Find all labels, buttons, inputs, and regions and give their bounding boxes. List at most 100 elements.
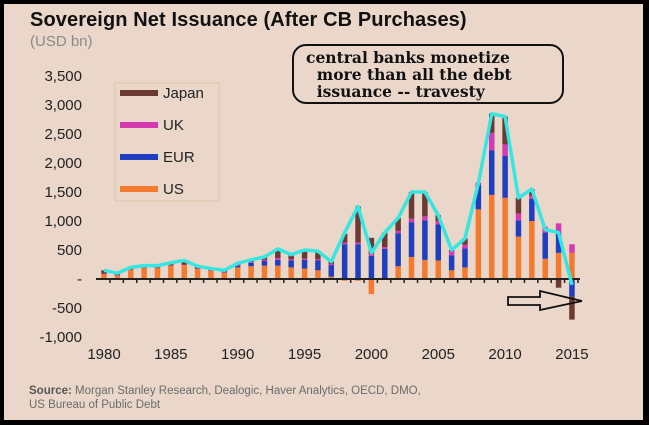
bar-japan-1998 xyxy=(341,233,348,243)
bar-japan-2004 xyxy=(422,192,428,217)
bar-uk-1988 xyxy=(208,270,214,271)
bar-us-1992 xyxy=(261,265,268,279)
bar-uk-1989 xyxy=(221,272,228,273)
callout-line-2: more than all the debt xyxy=(306,65,512,84)
bar-us-2005 xyxy=(435,260,441,279)
bar-us-1996 xyxy=(315,270,321,279)
x-tick-label: 1990 xyxy=(221,346,254,363)
bar-uk-2010 xyxy=(502,144,508,157)
bar-uk-2005 xyxy=(435,221,441,225)
bar-us-1988 xyxy=(208,270,214,279)
bar-us-1982 xyxy=(127,269,134,279)
bar-us-1981 xyxy=(114,275,121,279)
bar-uk-1984 xyxy=(154,267,161,269)
bar-eur-2011 xyxy=(515,220,522,237)
bar-eur-2009 xyxy=(488,150,495,195)
legend-swatch-japan xyxy=(120,90,158,96)
bar-uk-1986 xyxy=(181,264,187,266)
bar-japan-2001 xyxy=(382,232,388,248)
bar-uk-1994 xyxy=(288,259,294,261)
total-line-path xyxy=(103,111,574,286)
bar-japan-1994 xyxy=(288,254,294,260)
bar-japan-1995 xyxy=(301,250,308,259)
bar-japan-2015 xyxy=(569,296,575,320)
bar-eur-2010 xyxy=(502,156,508,198)
callout-line-1: central banks monetize xyxy=(306,48,510,67)
y-tick-label: - xyxy=(77,271,82,288)
y-tick-label: -1,000 xyxy=(39,329,82,346)
bar-uk-2004 xyxy=(422,216,428,221)
bar-us-2011 xyxy=(515,236,522,279)
bar-uk-2012 xyxy=(529,195,535,199)
bar-uk-2011 xyxy=(515,213,522,221)
x-tick-label: 1985 xyxy=(154,346,187,363)
bar-uk-1999 xyxy=(355,242,361,245)
bar-eur-1994 xyxy=(288,260,294,268)
bar-uk-1981 xyxy=(114,275,121,276)
bar-eur-2003 xyxy=(408,222,415,257)
arrow-icon xyxy=(507,289,583,312)
bar-japan-2000 xyxy=(368,237,375,255)
bar-uk-1987 xyxy=(194,268,201,270)
bar-us-2013 xyxy=(542,258,548,279)
bar-uk-2006 xyxy=(448,251,455,256)
bar-us-1985 xyxy=(168,265,174,279)
bar-japan-1999 xyxy=(355,206,361,243)
bar-us-1997 xyxy=(328,276,335,279)
bar-eur-2001 xyxy=(382,248,388,279)
x-tick-labels: 1980 1985 1990 1995 2000 2005 2010 2015 xyxy=(87,346,588,363)
bar-japan-2003 xyxy=(408,192,415,219)
source-text-2: US Bureau of Public Debt xyxy=(29,399,161,411)
bar-us-1993 xyxy=(275,265,281,279)
bar-us-2002 xyxy=(395,266,401,279)
bar-japan-2002 xyxy=(395,218,401,231)
bar-eur-2007 xyxy=(462,248,468,268)
bar-us-1990 xyxy=(234,267,241,279)
bars xyxy=(101,113,575,320)
source-label: Source: xyxy=(29,385,72,397)
x-tick-label: 2015 xyxy=(555,346,588,363)
bar-uk-2014 xyxy=(555,223,562,233)
legend-swatch-uk xyxy=(120,122,158,128)
y-tick-label: 1,000 xyxy=(44,213,82,230)
chart-subtitle: (USD bn) xyxy=(30,33,93,50)
bar-uk-1990 xyxy=(234,265,241,266)
bar-japan-2010 xyxy=(502,116,508,145)
y-tick-label: -500 xyxy=(52,300,82,317)
bar-eur-1999 xyxy=(355,244,361,279)
bar-uk-1996 xyxy=(315,259,321,261)
bar-eur-2008 xyxy=(475,185,482,210)
bar-us-1994 xyxy=(288,267,294,279)
bar-eur-1990 xyxy=(234,265,241,268)
chart-title: Sovereign Net Issuance (After CB Purchas… xyxy=(30,9,467,31)
bar-uk-1982 xyxy=(127,269,134,270)
bar-japan-2007 xyxy=(462,238,468,245)
bar-eur-2004 xyxy=(422,220,428,260)
x-tick-label: 2010 xyxy=(488,346,521,363)
y-tick-label: 500 xyxy=(57,242,82,259)
bar-us-2015 xyxy=(569,252,575,279)
bar-eur-2000 xyxy=(368,255,375,279)
x-tick-label: 2000 xyxy=(355,346,388,363)
bar-uk-2003 xyxy=(408,218,415,223)
bar-japan-1993 xyxy=(275,248,281,259)
bar-uk-1997 xyxy=(328,263,335,266)
legend-label-eur: EUR xyxy=(163,149,195,166)
bar-us-2000 xyxy=(368,279,375,295)
bar-uk-1983 xyxy=(141,267,147,269)
x-tick-label: 1995 xyxy=(288,346,321,363)
bar-eur-2013 xyxy=(542,232,548,259)
bar-us-1983 xyxy=(141,267,147,279)
legend: Japan UK EUR US xyxy=(114,82,220,202)
legend-swatch-eur xyxy=(120,154,158,160)
y-tick-label: 2,500 xyxy=(44,126,82,143)
bar-japan-1986 xyxy=(181,260,187,265)
bar-us-2012 xyxy=(529,221,535,279)
bar-eur-2002 xyxy=(395,233,401,267)
bar-us-1991 xyxy=(248,266,254,279)
bar-eur-1998 xyxy=(341,244,348,279)
y-tick-label: 2,000 xyxy=(44,155,82,172)
bar-eur-2012 xyxy=(529,198,535,221)
arrow-annotation xyxy=(507,289,583,312)
